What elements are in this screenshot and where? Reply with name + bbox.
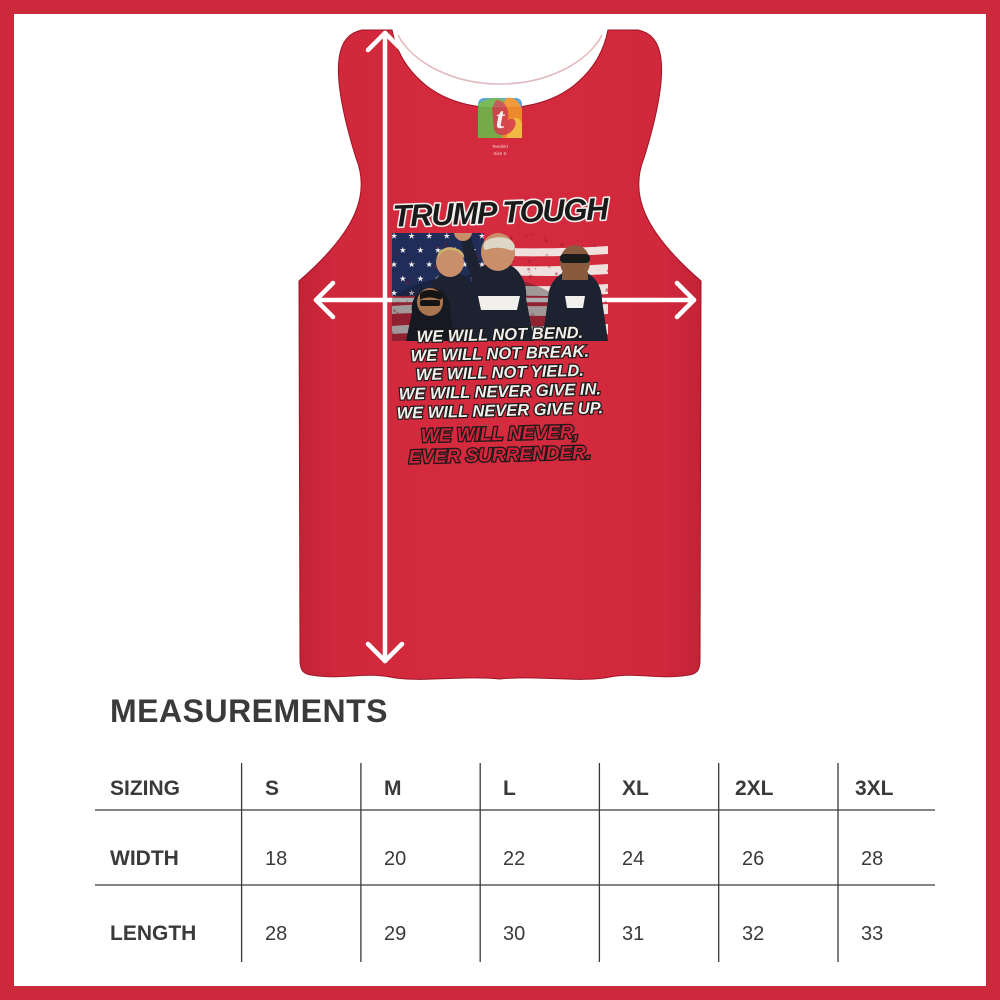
svg-text:Size S: Size S [493, 151, 506, 156]
svg-text:LENGTH: LENGTH [110, 922, 196, 945]
svg-text:30: 30 [503, 923, 525, 945]
svg-text:33: 33 [861, 923, 883, 945]
svg-text:18: 18 [265, 848, 287, 870]
svg-text:26: 26 [742, 848, 764, 870]
svg-text:MEASUREMENTS: MEASUREMENTS [110, 693, 388, 729]
svg-text:29: 29 [384, 923, 406, 945]
svg-text:22: 22 [503, 848, 525, 870]
svg-text:3XL: 3XL [855, 777, 894, 800]
svg-text:24: 24 [622, 848, 644, 870]
svg-text:SIZING: SIZING [110, 777, 180, 800]
svg-text:WIDTH: WIDTH [110, 847, 179, 870]
svg-text:32: 32 [742, 923, 764, 945]
svg-text:31: 31 [622, 923, 644, 945]
svg-text:S: S [265, 777, 279, 800]
svg-text:M: M [384, 777, 402, 800]
svg-text:2XL: 2XL [735, 777, 774, 800]
svg-text:28: 28 [265, 923, 287, 945]
svg-text:L: L [503, 777, 516, 800]
svg-text:20: 20 [384, 848, 406, 870]
svg-text:28: 28 [861, 848, 883, 870]
svg-text:XL: XL [622, 777, 649, 800]
svg-text:Teeshirt: Teeshirt [492, 144, 509, 149]
